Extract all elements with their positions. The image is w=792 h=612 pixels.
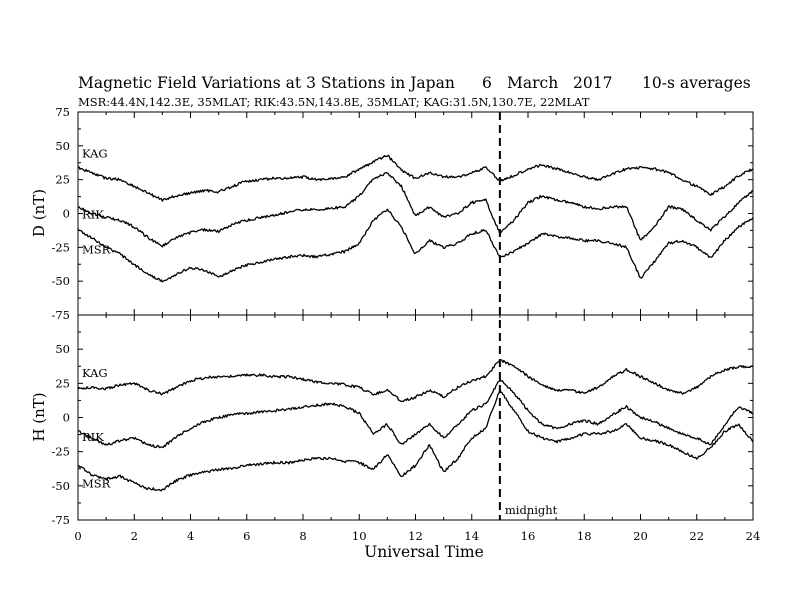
horizontal-y-axis-label: H (nT) [30, 392, 48, 441]
series-label-msr: MSR [82, 476, 111, 490]
y-tick-label: 0 [63, 207, 70, 221]
x-tick-label: 24 [746, 529, 761, 543]
chart-month: March [507, 74, 558, 92]
x-tick-label: 6 [243, 529, 250, 543]
station-coordinates: MSR:44.4N,142.3E, 35MLAT; RIK:43.5N,143.… [78, 95, 590, 109]
x-tick-label: 22 [689, 529, 704, 543]
chart-day: 6 [482, 74, 492, 92]
x-tick-label: 18 [577, 529, 592, 543]
chart-averaging: 10-s averages [642, 74, 751, 92]
y-tick-label: -75 [51, 308, 70, 322]
x-axis-label: Universal Time [364, 543, 484, 561]
x-axis-ticks: 0 2 4 6 8 10 12 14 16 18 20 22 24 [74, 112, 760, 543]
y-tick-label: 25 [55, 173, 70, 187]
horizontal-panel: 50 25 0 -25 -50 -75 KAG RIK MSR H (nT) [30, 314, 754, 527]
series-label-rik: RIK [82, 430, 104, 444]
series-line-msr [77, 208, 754, 283]
y-tick-label: -50 [51, 479, 70, 493]
chart-year: 2017 [573, 74, 612, 92]
declination-panel: 75 50 25 0 -25 -50 -75 KAG RIK MSR D (nT) [30, 105, 754, 322]
series-line-kag [77, 359, 754, 403]
series-label-rik: RIK [82, 208, 104, 222]
y-tick-label: -75 [51, 513, 70, 527]
declination-series: KAG RIK MSR [77, 146, 754, 283]
chart-title: Magnetic Field Variations at 3 Stations … [78, 74, 455, 92]
series-line-msr [77, 389, 754, 492]
horizontal-plot-frame [77, 314, 754, 521]
x-tick-label: 4 [187, 529, 194, 543]
x-tick-label: 0 [74, 529, 81, 543]
y-tick-label: 50 [55, 342, 70, 356]
x-tick-label: 8 [299, 529, 306, 543]
y-tick-label: -25 [51, 240, 70, 254]
x-tick-label: 10 [352, 529, 367, 543]
x-tick-label: 16 [521, 529, 536, 543]
horizontal-series: KAG RIK MSR [77, 359, 754, 492]
series-label-kag: KAG [82, 366, 108, 380]
series-line-kag [77, 154, 754, 202]
series-line-rik [77, 171, 754, 248]
series-label-msr: MSR [82, 243, 111, 257]
y-tick-label: 50 [55, 139, 70, 153]
declination-y-axis-label: D (nT) [30, 189, 48, 237]
x-tick-label: 20 [633, 529, 648, 543]
y-tick-label: -50 [51, 274, 70, 288]
series-line-rik [77, 379, 754, 449]
series-label-kag: KAG [82, 146, 108, 160]
y-tick-label: 0 [63, 411, 70, 425]
horizontal-y-ticks: 50 25 0 -25 -50 -75 [51, 314, 753, 527]
midnight-label: midnight [505, 503, 558, 517]
x-tick-label: 12 [408, 529, 423, 543]
y-tick-label: 25 [55, 376, 70, 390]
y-tick-label: -25 [51, 445, 70, 459]
x-tick-label: 14 [464, 529, 479, 543]
y-tick-label: 75 [55, 105, 70, 119]
x-tick-label: 2 [131, 529, 138, 543]
declination-plot-frame [77, 111, 754, 316]
declination-y-ticks: 75 50 25 0 -25 -50 -75 [51, 105, 753, 322]
